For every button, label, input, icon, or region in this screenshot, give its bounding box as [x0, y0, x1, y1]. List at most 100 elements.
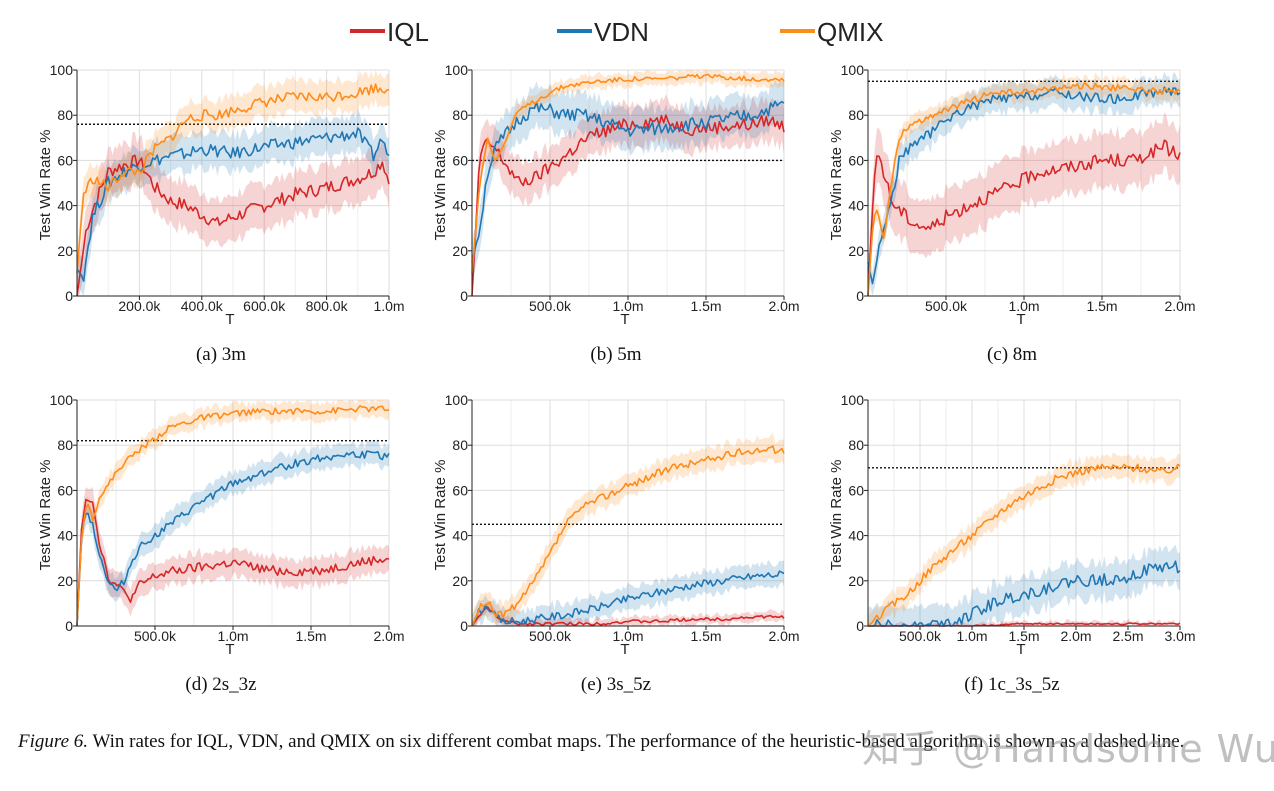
panel-subtitle: (a) 3m: [196, 344, 246, 365]
line-vdn: [471, 570, 785, 627]
x-tick-label: 500.0k: [529, 628, 572, 644]
x-axis-label: T: [225, 641, 234, 658]
y-tick-label: 0: [856, 618, 864, 634]
x-tick-label: 500.0k: [134, 628, 177, 644]
figure-caption: Figure 6. Win rates for IQL, VDN, and QM…: [18, 728, 1253, 755]
y-axis-label: Test Win Rate %: [828, 460, 845, 571]
x-tick-label: 1.0m: [373, 298, 404, 314]
watermark: 知乎 @Handsome Wu: [862, 727, 1274, 771]
panel-1: 0 20 40 60 80 100 200.0k 400.0k 600.0k 800.0k 1.0m…: [37, 62, 405, 365]
x-tick-label: 500.0k: [899, 628, 942, 644]
x-axis-label: T: [620, 641, 629, 658]
panel-subtitle: (e) 3s_5z: [581, 674, 651, 695]
y-axis-label: Test Win Rate %: [37, 130, 54, 241]
panel-subtitle: (d) 2s_3z: [185, 674, 256, 695]
y-tick-label: 100: [841, 392, 865, 408]
y-tick-label: 80: [452, 107, 468, 123]
y-tick-label: 100: [445, 62, 469, 78]
x-tick-label: 500.0k: [529, 298, 572, 314]
panel-2: 0 20 40 60 80 100 500.0k 1.0m 1.5m 2.0m T Test Win …: [432, 62, 800, 365]
panel-6: 0 20 40 60 80 100 500.0k 1.0m 1.5m 2.0m 2.5m 3.0m T T…: [828, 392, 1196, 695]
y-tick-label: 20: [452, 243, 468, 259]
y-tick-label: 40: [848, 198, 864, 214]
x-tick-label: 800.0k: [306, 298, 349, 314]
line-qmix: [867, 463, 1181, 627]
x-tick-label: 200.0k: [118, 298, 161, 314]
panel-3: 0 20 40 60 80 100 500.0k 1.0m 1.5m 2.0m T Test Win …: [828, 62, 1196, 365]
band-qmix: [868, 452, 1180, 626]
line-iql: [867, 139, 1181, 297]
y-tick-label: 40: [57, 528, 73, 544]
y-tick-label: 100: [50, 62, 74, 78]
band-iql: [472, 94, 784, 296]
y-tick-label: 100: [50, 392, 74, 408]
chart-panels: 0 20 40 60 80 100 200.0k 400.0k 600.0k 800.0k 1.0m…: [37, 62, 1196, 695]
line-vdn: [868, 560, 1181, 627]
y-tick-label: 40: [452, 528, 468, 544]
line-vdn: [76, 450, 390, 627]
y-tick-label: 20: [57, 573, 73, 589]
x-tick-label: 2.0m: [768, 628, 799, 644]
band-iql: [77, 132, 389, 296]
x-tick-label: 2.5m: [1112, 628, 1143, 644]
y-tick-label: 60: [848, 152, 864, 168]
y-axis-label: Test Win Rate %: [828, 130, 845, 241]
panel-subtitle: (b) 5m: [590, 344, 641, 365]
y-tick-label: 40: [57, 198, 73, 214]
panel-5: 0 20 40 60 80 100 500.0k 1.0m 1.5m 2.0m T Test Win …: [432, 392, 800, 695]
y-tick-label: 100: [445, 392, 469, 408]
legend-label-qmix: QMIX: [817, 17, 883, 47]
line-qmix: [76, 83, 390, 274]
band-qmix: [472, 432, 784, 626]
line-vdn: [471, 100, 785, 263]
y-tick-label: 60: [57, 152, 73, 168]
x-tick-label: 1.0m: [217, 628, 248, 644]
band-iql: [868, 112, 1180, 296]
y-tick-label: 0: [65, 618, 73, 634]
x-tick-label: 2.0m: [1164, 298, 1195, 314]
x-tick-label: 600.0k: [243, 298, 286, 314]
line-qmix: [867, 82, 1181, 297]
x-tick-label: 1.5m: [295, 628, 326, 644]
y-tick-label: 80: [848, 437, 864, 453]
legend-label-iql: IQL: [387, 17, 429, 47]
line-qmix: [471, 73, 785, 274]
x-tick-label: 1.5m: [1086, 298, 1117, 314]
y-tick-label: 20: [848, 573, 864, 589]
band-qmix: [868, 72, 1180, 296]
y-tick-label: 0: [460, 618, 468, 634]
line-iql: [76, 498, 390, 627]
band-iql: [77, 486, 389, 626]
line-vdn: [76, 127, 390, 282]
line-qmix: [76, 405, 390, 627]
y-tick-label: 40: [848, 528, 864, 544]
y-tick-label: 40: [452, 198, 468, 214]
legend-label-vdn: VDN: [594, 17, 649, 47]
x-tick-label: 1.0m: [1008, 298, 1039, 314]
band-vdn: [472, 559, 784, 626]
panel-subtitle: (f) 1c_3s_5z: [964, 674, 1060, 695]
x-tick-label: 2.0m: [768, 298, 799, 314]
x-axis-label: T: [1016, 311, 1025, 328]
line-vdn: [867, 86, 1181, 285]
y-tick-label: 80: [57, 107, 73, 123]
x-tick-label: 400.0k: [181, 298, 224, 314]
y-tick-label: 20: [57, 243, 73, 259]
figure-caption-text: Win rates for IQL, VDN, and QMIX on six …: [92, 731, 1185, 752]
y-tick-label: 0: [460, 288, 468, 304]
y-axis-label: Test Win Rate %: [432, 460, 449, 571]
legend: IQL VDN QMIX: [350, 17, 883, 47]
x-tick-label: 3.0m: [1164, 628, 1195, 644]
x-tick-label: 1.0m: [612, 298, 643, 314]
y-tick-label: 20: [452, 573, 468, 589]
y-tick-label: 100: [841, 62, 865, 78]
x-tick-label: 1.5m: [690, 298, 721, 314]
x-axis-label: T: [1016, 641, 1025, 658]
y-axis-label: Test Win Rate %: [37, 460, 54, 571]
x-tick-label: 500.0k: [925, 298, 968, 314]
band-vdn: [77, 108, 389, 297]
y-tick-label: 60: [848, 482, 864, 498]
y-tick-label: 80: [57, 437, 73, 453]
x-axis-label: T: [620, 311, 629, 328]
line-iql: [471, 606, 785, 627]
